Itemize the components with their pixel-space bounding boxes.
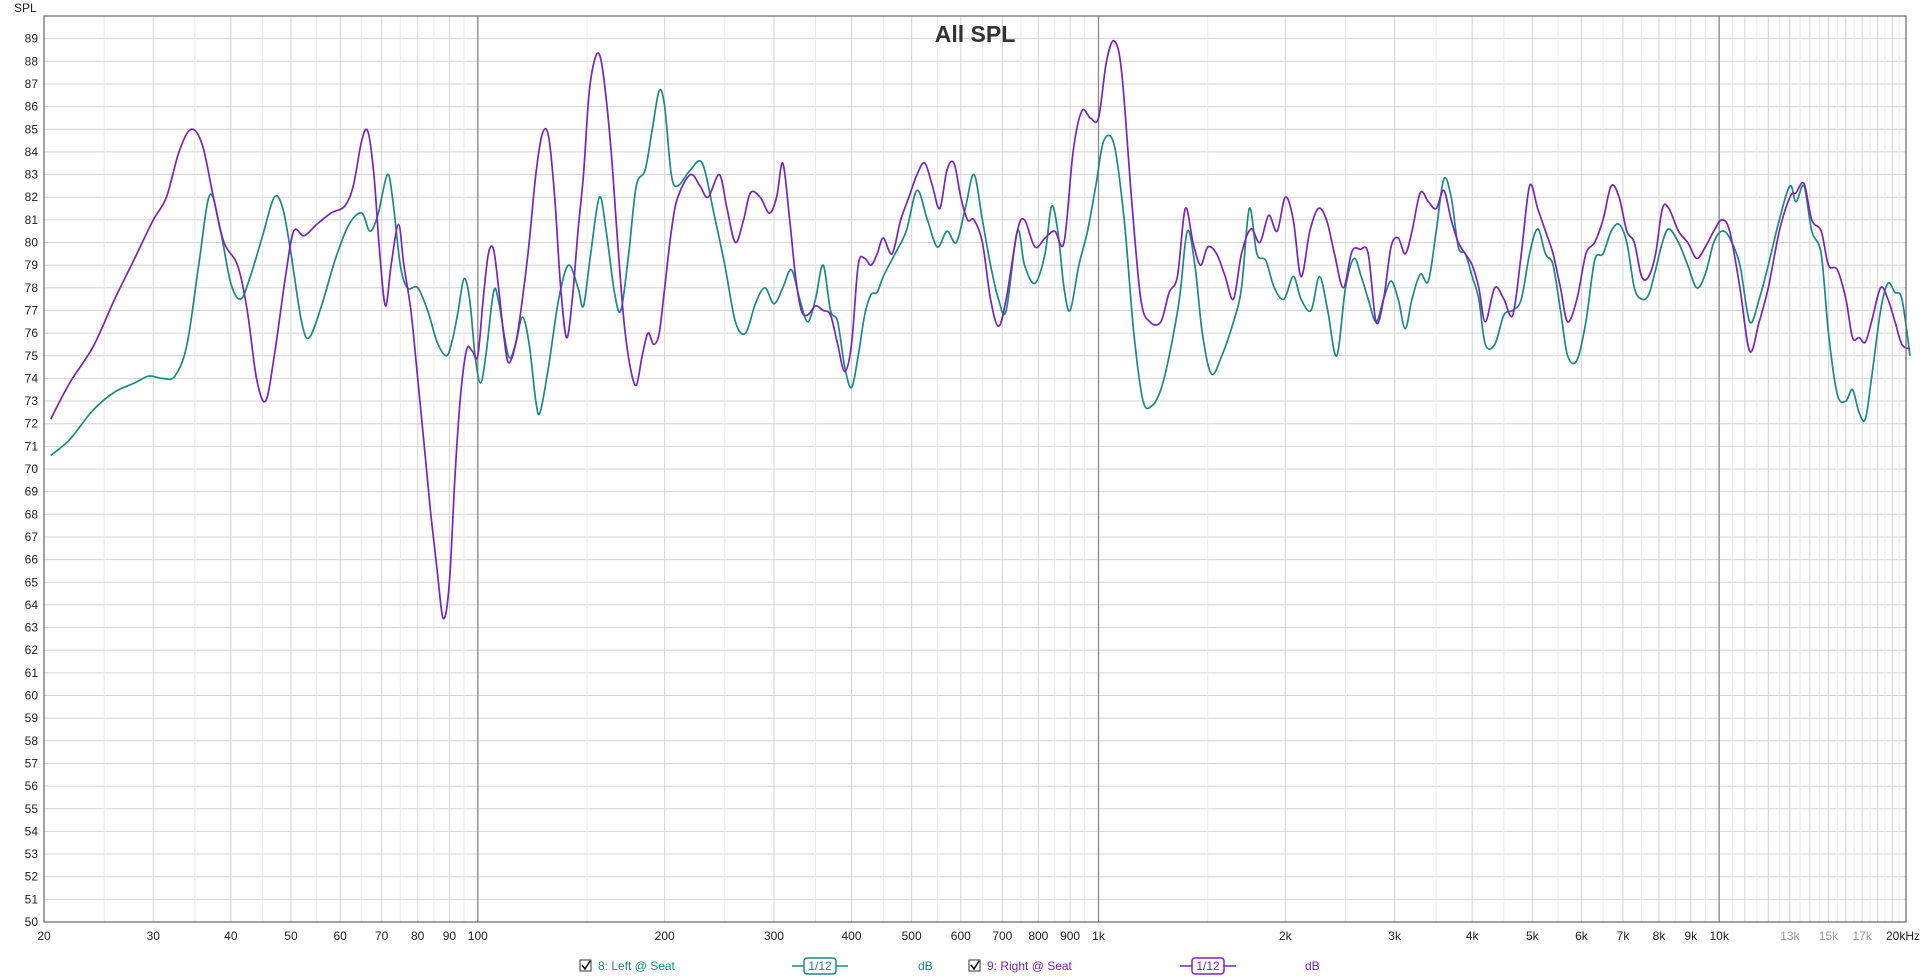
- right-smoothing-label: 1/12: [1196, 959, 1220, 973]
- y-tick-label: 71: [25, 439, 39, 453]
- x-tick-label: 600: [951, 929, 971, 943]
- y-tick-label: 85: [25, 122, 39, 136]
- x-tick-label: 3k: [1388, 929, 1402, 943]
- y-tick-label: 73: [25, 394, 39, 408]
- y-tick-label: 60: [25, 689, 39, 703]
- x-tick-labels: 20 30 40 50 60 70 80 90 100 200 300 400 500 600 700 800…: [37, 929, 1920, 943]
- y-tick-label: 59: [25, 711, 39, 725]
- y-tick-label: 74: [25, 371, 39, 385]
- x-tick-label: 5k: [1526, 929, 1540, 943]
- x-tick-label: 20kHz: [1886, 929, 1920, 943]
- plot-border: [43, 15, 1907, 923]
- x-tick-label: 17k: [1853, 929, 1873, 943]
- y-tick-label: 51: [25, 892, 39, 906]
- x-tick-label: 9k: [1684, 929, 1698, 943]
- y-tick-label: 50: [25, 915, 39, 929]
- right-unit-label: dB: [1305, 959, 1320, 973]
- left-unit-label: dB: [918, 959, 933, 973]
- checkmark-icon: [581, 960, 591, 971]
- x-tick-label: 800: [1028, 929, 1048, 943]
- legend: 8: Left @ Seat 1/12 dB 9: Right @ Seat 1…: [579, 957, 1320, 975]
- y-tick-label: 81: [25, 213, 39, 227]
- x-tick-label: 10k: [1709, 929, 1729, 943]
- x-tick-label: 40: [224, 929, 238, 943]
- y-tick-label: 80: [25, 236, 39, 250]
- y-tick-label: 56: [25, 779, 39, 793]
- y-tick-label: 68: [25, 507, 39, 521]
- y-tick-labels: 50 51 52 53 54 55 56 57 58 59 60 61 62 63 64 65 66 67 68 69…: [25, 32, 39, 929]
- y-tick-label: 78: [25, 281, 39, 295]
- y-tick-label: 67: [25, 530, 39, 544]
- y-tick-label: 86: [25, 100, 39, 114]
- x-tick-label: 2k: [1279, 929, 1293, 943]
- x-tick-label: 8k: [1653, 929, 1667, 943]
- y-tick-label: 54: [25, 824, 39, 838]
- x-tick-label: 7k: [1617, 929, 1631, 943]
- y-tick-label: 77: [25, 303, 39, 317]
- x-tick-label: 500: [902, 929, 922, 943]
- y-tick-label: 83: [25, 168, 39, 182]
- legend-left-label[interactable]: 8: Left @ Seat: [598, 959, 676, 973]
- x-tick-label: 70: [375, 929, 389, 943]
- y-tick-label: 62: [25, 643, 39, 657]
- y-tick-label: 87: [25, 77, 39, 91]
- y-tick-label: 79: [25, 258, 39, 272]
- y-tick-label: 88: [25, 54, 39, 68]
- series-right-seat-line: [49, 39, 1911, 620]
- x-tick-label: 20: [37, 929, 51, 943]
- x-tick-label: 900: [1060, 929, 1080, 943]
- x-tick-label: 700: [992, 929, 1012, 943]
- y-tick-label: 58: [25, 734, 39, 748]
- x-tick-label: 90: [443, 929, 457, 943]
- y-tick-label: 57: [25, 756, 39, 770]
- y-tick-label: 65: [25, 575, 39, 589]
- x-tick-label: 60: [333, 929, 347, 943]
- x-tick-label: 13k: [1780, 929, 1800, 943]
- x-tick-label: 50: [284, 929, 298, 943]
- right-series-checkbox[interactable]: [968, 959, 981, 972]
- y-tick-label: 63: [25, 621, 39, 635]
- y-tick-label: 89: [25, 32, 39, 46]
- legend-right: 9: Right @ Seat 1/12 dB: [968, 957, 1320, 975]
- x-tick-label: 6k: [1575, 929, 1589, 943]
- left-smoothing-label: 1/12: [808, 959, 832, 973]
- x-tick-label: 80: [411, 929, 425, 943]
- series-left-seat-line: [50, 88, 1911, 457]
- legend-right-label[interactable]: 9: Right @ Seat: [987, 959, 1073, 973]
- y-tick-label: 72: [25, 417, 39, 431]
- x-tick-label: 4k: [1466, 929, 1480, 943]
- y-tick-label: 84: [25, 145, 39, 159]
- x-tick-label: 100: [468, 929, 488, 943]
- y-tick-label: 53: [25, 847, 39, 861]
- y-tick-label: 66: [25, 553, 39, 567]
- y-tick-label: 76: [25, 326, 39, 340]
- chart-title: All SPL: [935, 21, 1016, 47]
- y-axis-label: SPL: [14, 1, 37, 15]
- left-series-checkbox[interactable]: [579, 959, 592, 972]
- x-tick-label: 1k: [1092, 929, 1106, 943]
- y-tick-label: 52: [25, 870, 39, 884]
- y-tick-label: 70: [25, 462, 39, 476]
- x-tick-label: 15k: [1819, 929, 1839, 943]
- grid-lines: [43, 15, 1907, 923]
- x-tick-label: 300: [764, 929, 784, 943]
- y-tick-label: 82: [25, 190, 39, 204]
- legend-left: 8: Left @ Seat 1/12 dB: [579, 957, 933, 975]
- series-lines: [49, 39, 1911, 620]
- y-tick-label: 61: [25, 666, 39, 680]
- x-tick-label: 400: [841, 929, 861, 943]
- x-tick-label: 30: [147, 929, 161, 943]
- y-tick-label: 69: [25, 485, 39, 499]
- y-tick-label: 64: [25, 598, 39, 612]
- checkmark-icon: [970, 960, 980, 971]
- x-tick-label: 200: [655, 929, 675, 943]
- y-tick-label: 55: [25, 802, 39, 816]
- y-tick-label: 75: [25, 349, 39, 363]
